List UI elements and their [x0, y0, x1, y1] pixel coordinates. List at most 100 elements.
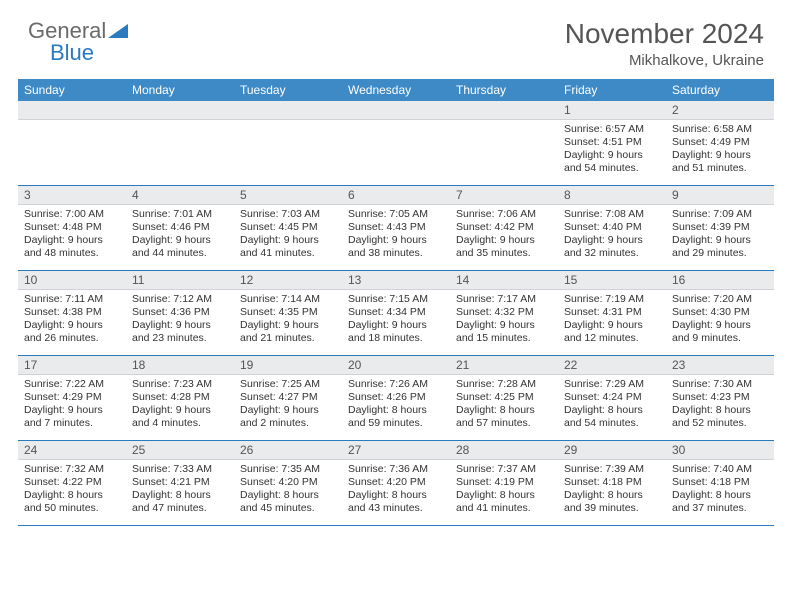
day-number: 3 — [18, 186, 126, 205]
weekday-header-row: Sunday Monday Tuesday Wednesday Thursday… — [18, 79, 774, 101]
day-cell: . — [18, 101, 126, 185]
daylight-text: Daylight: 8 hours and 39 minutes. — [564, 489, 660, 515]
daylight-text: Daylight: 9 hours and 12 minutes. — [564, 319, 660, 345]
daylight-text: Daylight: 8 hours and 54 minutes. — [564, 404, 660, 430]
sunset-text: Sunset: 4:32 PM — [456, 306, 552, 319]
day-cell: 25Sunrise: 7:33 AMSunset: 4:21 PMDayligh… — [126, 441, 234, 525]
day-info: Sunrise: 7:11 AMSunset: 4:38 PMDaylight:… — [18, 290, 126, 350]
day-number: . — [450, 101, 558, 120]
daylight-text: Daylight: 8 hours and 43 minutes. — [348, 489, 444, 515]
sunset-text: Sunset: 4:19 PM — [456, 476, 552, 489]
day-cell: 11Sunrise: 7:12 AMSunset: 4:36 PMDayligh… — [126, 271, 234, 355]
day-info: Sunrise: 7:39 AMSunset: 4:18 PMDaylight:… — [558, 460, 666, 520]
weekday-header: Monday — [126, 79, 234, 101]
day-cell: 18Sunrise: 7:23 AMSunset: 4:28 PMDayligh… — [126, 356, 234, 440]
day-info: Sunrise: 7:05 AMSunset: 4:43 PMDaylight:… — [342, 205, 450, 265]
daylight-text: Daylight: 9 hours and 4 minutes. — [132, 404, 228, 430]
day-info: Sunrise: 7:36 AMSunset: 4:20 PMDaylight:… — [342, 460, 450, 520]
daylight-text: Daylight: 9 hours and 29 minutes. — [672, 234, 768, 260]
sunrise-text: Sunrise: 7:06 AM — [456, 208, 552, 221]
day-info: Sunrise: 7:19 AMSunset: 4:31 PMDaylight:… — [558, 290, 666, 350]
daylight-text: Daylight: 8 hours and 57 minutes. — [456, 404, 552, 430]
day-cell: 12Sunrise: 7:14 AMSunset: 4:35 PMDayligh… — [234, 271, 342, 355]
day-cell: 6Sunrise: 7:05 AMSunset: 4:43 PMDaylight… — [342, 186, 450, 270]
daylight-text: Daylight: 9 hours and 9 minutes. — [672, 319, 768, 345]
sunset-text: Sunset: 4:30 PM — [672, 306, 768, 319]
day-info: Sunrise: 7:03 AMSunset: 4:45 PMDaylight:… — [234, 205, 342, 265]
sunrise-text: Sunrise: 7:12 AM — [132, 293, 228, 306]
day-number: 4 — [126, 186, 234, 205]
day-cell: 5Sunrise: 7:03 AMSunset: 4:45 PMDaylight… — [234, 186, 342, 270]
day-cell: 23Sunrise: 7:30 AMSunset: 4:23 PMDayligh… — [666, 356, 774, 440]
sunset-text: Sunset: 4:20 PM — [240, 476, 336, 489]
day-info: Sunrise: 7:14 AMSunset: 4:35 PMDaylight:… — [234, 290, 342, 350]
day-number: 21 — [450, 356, 558, 375]
day-cell: 1Sunrise: 6:57 AMSunset: 4:51 PMDaylight… — [558, 101, 666, 185]
day-cell: 28Sunrise: 7:37 AMSunset: 4:19 PMDayligh… — [450, 441, 558, 525]
sunset-text: Sunset: 4:48 PM — [24, 221, 120, 234]
week-row: 3Sunrise: 7:00 AMSunset: 4:48 PMDaylight… — [18, 186, 774, 271]
sunset-text: Sunset: 4:20 PM — [348, 476, 444, 489]
sunset-text: Sunset: 4:25 PM — [456, 391, 552, 404]
sunrise-text: Sunrise: 7:19 AM — [564, 293, 660, 306]
day-number: 9 — [666, 186, 774, 205]
day-cell: 26Sunrise: 7:35 AMSunset: 4:20 PMDayligh… — [234, 441, 342, 525]
sunset-text: Sunset: 4:36 PM — [132, 306, 228, 319]
sunrise-text: Sunrise: 6:57 AM — [564, 123, 660, 136]
day-number: 26 — [234, 441, 342, 460]
sunrise-text: Sunrise: 7:36 AM — [348, 463, 444, 476]
day-number: 25 — [126, 441, 234, 460]
sunset-text: Sunset: 4:22 PM — [24, 476, 120, 489]
day-number: . — [18, 101, 126, 120]
sunset-text: Sunset: 4:26 PM — [348, 391, 444, 404]
day-info: Sunrise: 7:25 AMSunset: 4:27 PMDaylight:… — [234, 375, 342, 435]
day-info: Sunrise: 7:17 AMSunset: 4:32 PMDaylight:… — [450, 290, 558, 350]
sunrise-text: Sunrise: 7:08 AM — [564, 208, 660, 221]
day-info: Sunrise: 7:00 AMSunset: 4:48 PMDaylight:… — [18, 205, 126, 265]
sunset-text: Sunset: 4:49 PM — [672, 136, 768, 149]
sunrise-text: Sunrise: 7:20 AM — [672, 293, 768, 306]
day-number: 15 — [558, 271, 666, 290]
day-number: 13 — [342, 271, 450, 290]
week-row: 10Sunrise: 7:11 AMSunset: 4:38 PMDayligh… — [18, 271, 774, 356]
day-number: 2 — [666, 101, 774, 120]
sunrise-text: Sunrise: 7:17 AM — [456, 293, 552, 306]
daylight-text: Daylight: 9 hours and 23 minutes. — [132, 319, 228, 345]
day-number: 23 — [666, 356, 774, 375]
sunset-text: Sunset: 4:43 PM — [348, 221, 444, 234]
day-cell: 22Sunrise: 7:29 AMSunset: 4:24 PMDayligh… — [558, 356, 666, 440]
daylight-text: Daylight: 8 hours and 47 minutes. — [132, 489, 228, 515]
sunrise-text: Sunrise: 7:15 AM — [348, 293, 444, 306]
daylight-text: Daylight: 8 hours and 37 minutes. — [672, 489, 768, 515]
sunset-text: Sunset: 4:24 PM — [564, 391, 660, 404]
daylight-text: Daylight: 9 hours and 41 minutes. — [240, 234, 336, 260]
sunset-text: Sunset: 4:38 PM — [24, 306, 120, 319]
sunrise-text: Sunrise: 7:03 AM — [240, 208, 336, 221]
sunset-text: Sunset: 4:18 PM — [564, 476, 660, 489]
daylight-text: Daylight: 9 hours and 48 minutes. — [24, 234, 120, 260]
daylight-text: Daylight: 9 hours and 35 minutes. — [456, 234, 552, 260]
sunset-text: Sunset: 4:42 PM — [456, 221, 552, 234]
daylight-text: Daylight: 9 hours and 51 minutes. — [672, 149, 768, 175]
day-cell: 8Sunrise: 7:08 AMSunset: 4:40 PMDaylight… — [558, 186, 666, 270]
logo-triangle-icon — [108, 22, 130, 40]
sunrise-text: Sunrise: 7:01 AM — [132, 208, 228, 221]
sunrise-text: Sunrise: 7:22 AM — [24, 378, 120, 391]
weekday-header: Friday — [558, 79, 666, 101]
day-number: 20 — [342, 356, 450, 375]
day-number: 27 — [342, 441, 450, 460]
day-cell: . — [234, 101, 342, 185]
day-info: Sunrise: 7:29 AMSunset: 4:24 PMDaylight:… — [558, 375, 666, 435]
sunrise-text: Sunrise: 7:30 AM — [672, 378, 768, 391]
daylight-text: Daylight: 9 hours and 21 minutes. — [240, 319, 336, 345]
day-number: 1 — [558, 101, 666, 120]
week-row: .....1Sunrise: 6:57 AMSunset: 4:51 PMDay… — [18, 101, 774, 186]
day-number: 19 — [234, 356, 342, 375]
weekday-header: Thursday — [450, 79, 558, 101]
day-cell: 7Sunrise: 7:06 AMSunset: 4:42 PMDaylight… — [450, 186, 558, 270]
sunset-text: Sunset: 4:21 PM — [132, 476, 228, 489]
day-info: Sunrise: 6:57 AMSunset: 4:51 PMDaylight:… — [558, 120, 666, 180]
day-number: 28 — [450, 441, 558, 460]
day-info: Sunrise: 7:12 AMSunset: 4:36 PMDaylight:… — [126, 290, 234, 350]
day-cell: 30Sunrise: 7:40 AMSunset: 4:18 PMDayligh… — [666, 441, 774, 525]
